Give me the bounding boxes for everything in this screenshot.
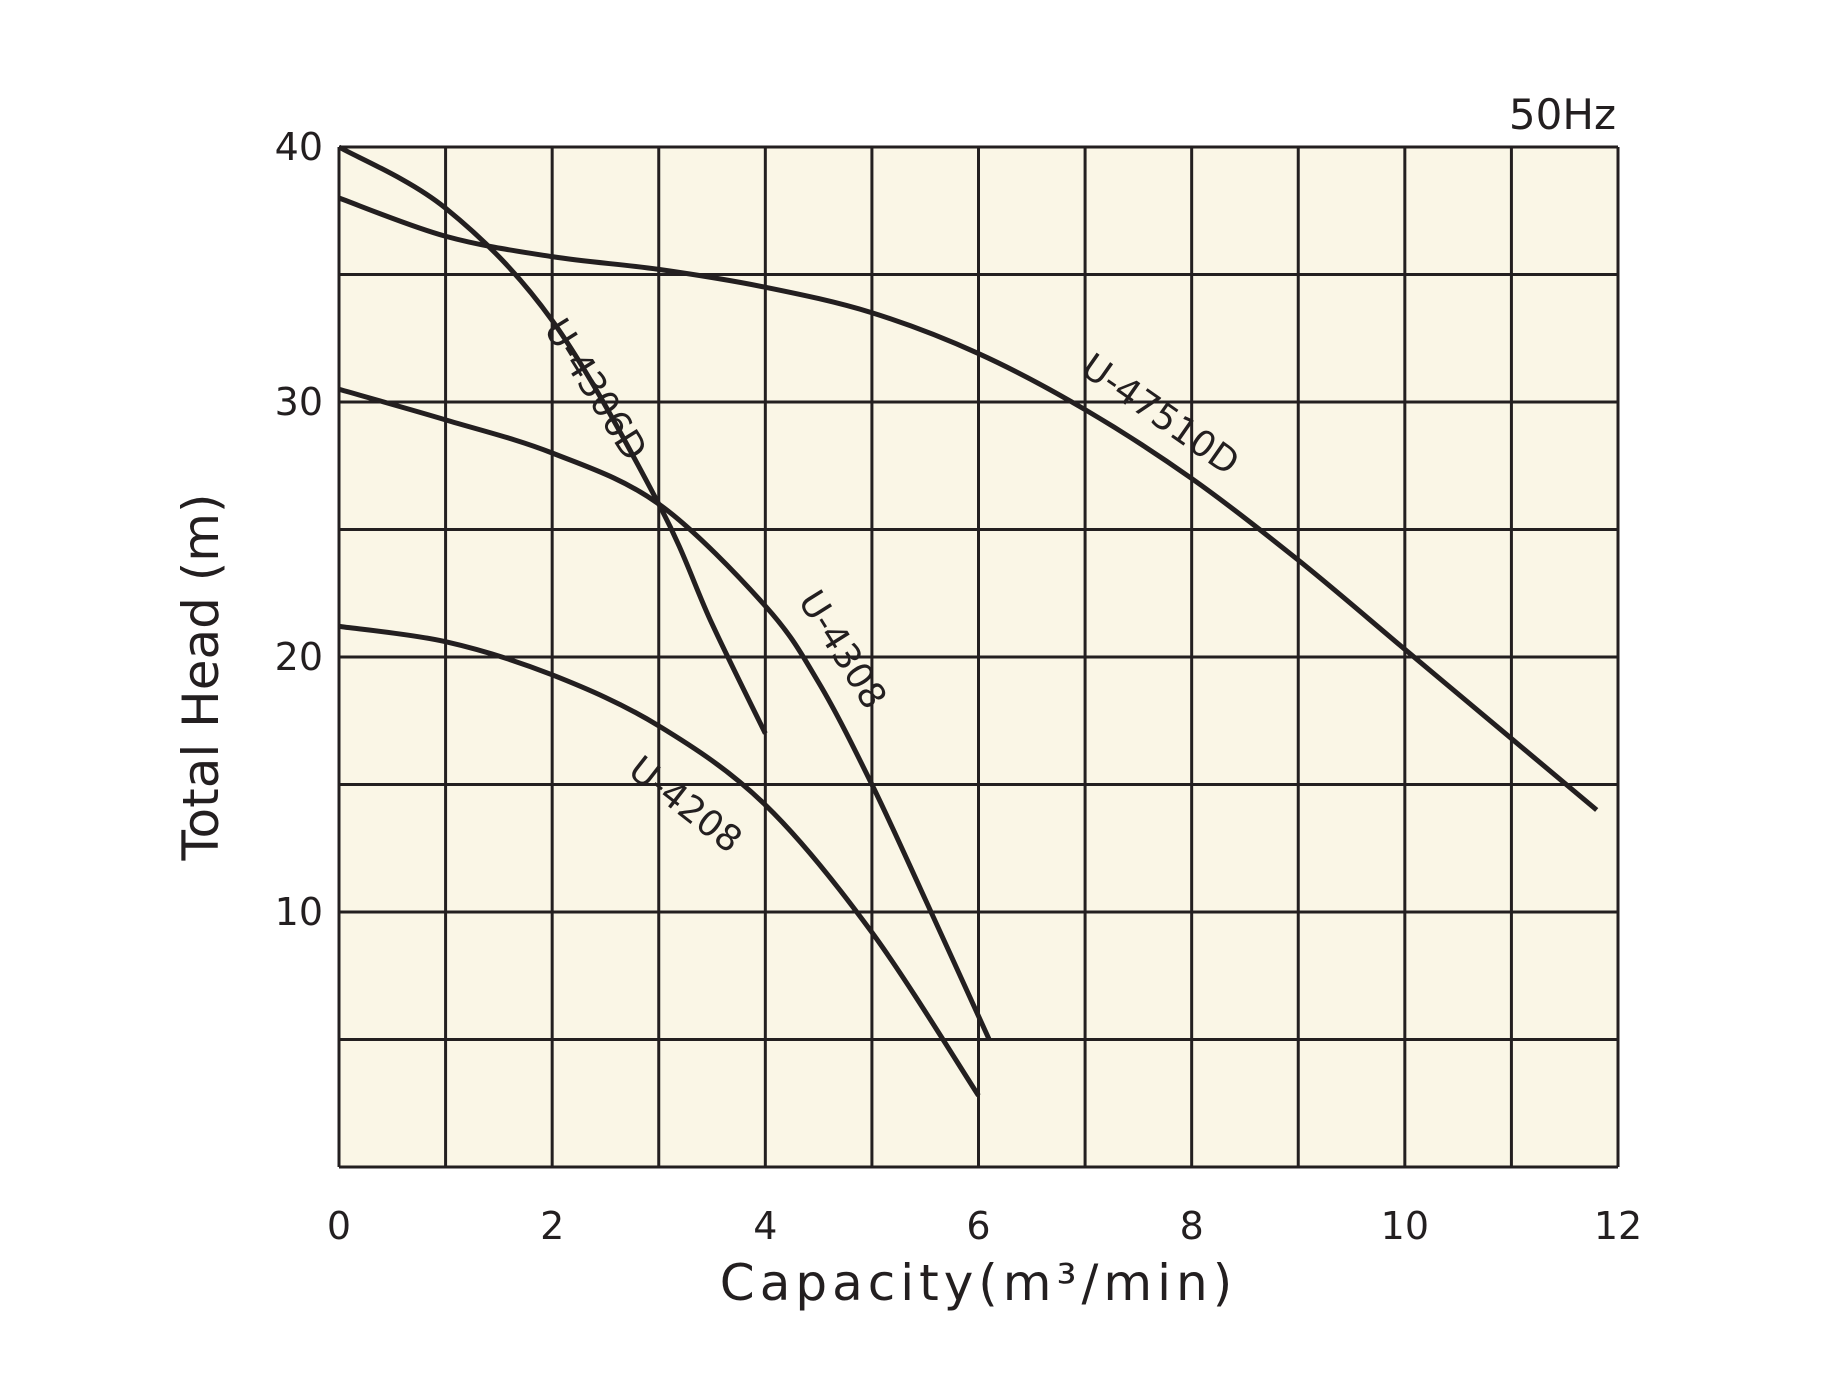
x-tick-label: 12	[1594, 1204, 1642, 1248]
x-axis-title: Capacity(m³/min)	[720, 1254, 1237, 1312]
series-line-u-4306d	[337, 144, 768, 735]
tick-labels: 0 2 4 6 8 10 12 10 20 30 40	[275, 125, 1643, 1248]
frequency-label: 50Hz	[1509, 90, 1616, 139]
x-tick-label: 10	[1381, 1204, 1429, 1248]
y-tick-label: 40	[275, 125, 323, 169]
x-tick-label: 2	[540, 1204, 564, 1248]
series-line-u-4308	[338, 386, 992, 1041]
x-tick-label: 4	[753, 1204, 777, 1248]
x-tick-label: 6	[966, 1204, 990, 1248]
y-tick-label: 10	[275, 890, 323, 934]
series-line-u-4208	[338, 623, 981, 1097]
x-tick-label: 0	[327, 1204, 351, 1248]
y-tick-label: 30	[275, 380, 323, 424]
x-tick-label: 8	[1180, 1204, 1204, 1248]
series-line-u-47510d	[338, 195, 1599, 812]
y-tick-label: 20	[275, 635, 323, 679]
y-axis-title: Total Head (m)	[172, 493, 230, 861]
series-lines	[337, 144, 1599, 1097]
